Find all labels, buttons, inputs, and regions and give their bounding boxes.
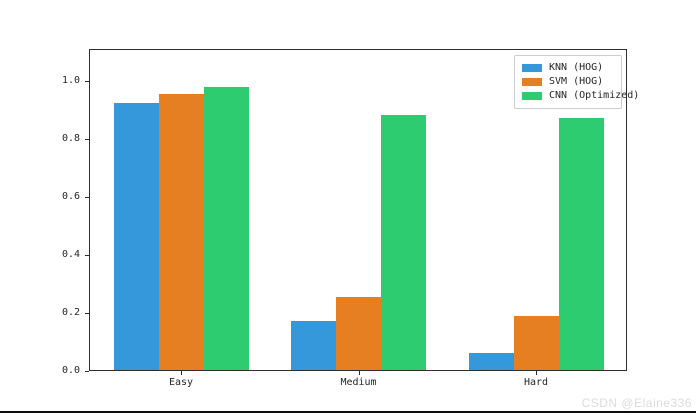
bar-easy-knn [113, 103, 159, 370]
legend-item-svm: SVM (HOG) [522, 75, 614, 89]
y-tick-label: 0.8 [61, 132, 80, 144]
y-tick-mark [85, 254, 89, 256]
y-tick-label: 0.4 [61, 248, 80, 260]
y-tick-mark [85, 371, 89, 372]
bottom-divider-line [0, 411, 696, 413]
bar-easy-svm [158, 94, 204, 370]
bar-easy-cnn [203, 87, 249, 370]
y-tick-label: 0.2 [61, 306, 80, 318]
legend-label: CNN (Optimized) [549, 90, 640, 101]
legend-swatch-icon [522, 92, 542, 100]
y-tick-mark [85, 312, 89, 314]
x-tick-label-medium: Medium [340, 377, 377, 388]
legend: KNN (HOG) SVM (HOG) CNN (Optimized) [514, 55, 639, 109]
y-tick-label: 0.0 [61, 365, 80, 376]
watermark-text: CSDN @Elaine336 [581, 396, 692, 410]
x-tick-label-easy: Easy [168, 377, 194, 388]
bar-medium-svm [336, 297, 381, 370]
legend-label: SVM (HOG) [549, 76, 604, 87]
bar-hard-svm [513, 316, 559, 370]
x-tick-label-hard: Hard [523, 377, 549, 388]
legend-swatch-icon [522, 78, 542, 86]
y-tick-label: 1.0 [61, 74, 80, 86]
bar-medium-knn [291, 321, 336, 370]
x-tick-mark [536, 371, 537, 375]
y-tick-mark [85, 80, 89, 82]
legend-swatch-icon [522, 64, 542, 72]
bar-hard-cnn [558, 118, 604, 370]
legend-item-cnn: CNN (Optimized) [522, 89, 639, 103]
legend-item-knn: KNN (HOG) [522, 61, 614, 75]
y-tick-mark [85, 138, 89, 140]
bar-medium-cnn [381, 115, 426, 370]
y-tick-mark [85, 196, 89, 198]
legend-label: KNN (HOG) [549, 62, 604, 73]
bar-hard-knn [468, 353, 514, 370]
x-tick-mark [358, 371, 360, 375]
y-tick-label: 0.6 [61, 190, 80, 202]
x-tick-mark [181, 371, 182, 375]
